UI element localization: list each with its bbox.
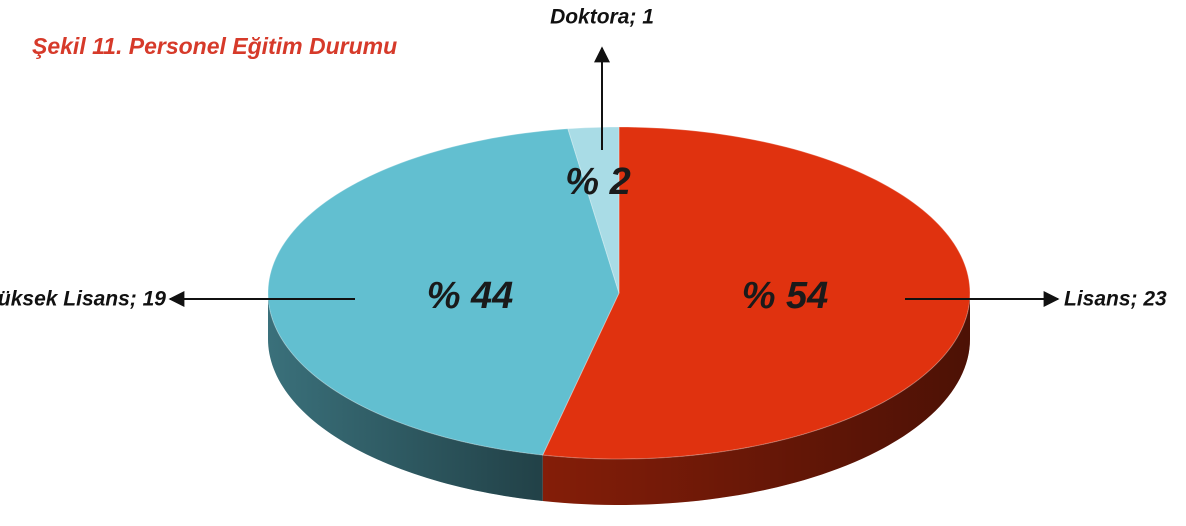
percent-label: % 44	[427, 275, 514, 317]
percent-label: % 2	[565, 161, 630, 203]
slice-side-shade	[268, 293, 543, 502]
slice	[541, 126, 971, 460]
data-label: Lisans; 23	[1064, 288, 1167, 311]
chart-title: Şekil 11. Personel Eğitim Durumu	[32, 33, 397, 59]
slice	[567, 126, 620, 294]
slice	[267, 128, 620, 456]
data-label: Yüksek Lisans; 19	[0, 288, 166, 311]
data-label: Doktora; 1	[550, 6, 654, 29]
percent-label: % 54	[742, 275, 829, 317]
slice-side-shade	[542, 293, 970, 505]
pie	[267, 126, 971, 505]
